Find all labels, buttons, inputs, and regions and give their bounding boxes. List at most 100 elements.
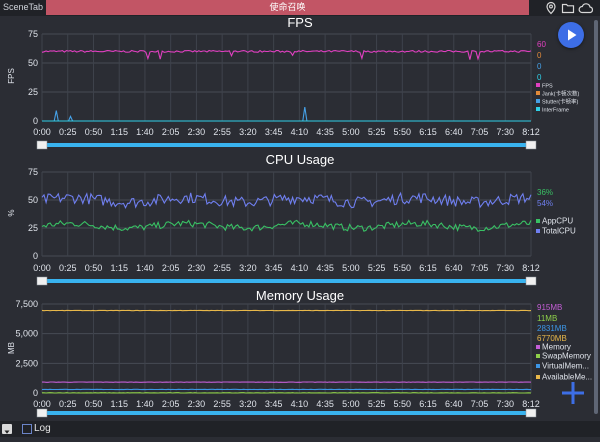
series-current-value: 0 bbox=[537, 73, 542, 82]
caret-down-icon bbox=[2, 427, 12, 437]
legend-swatch bbox=[536, 229, 540, 233]
x-tick-label: 3:45 bbox=[265, 399, 283, 409]
log-label: Log bbox=[34, 423, 51, 434]
legend-swatch bbox=[536, 375, 540, 379]
x-tick-label: 7:30 bbox=[496, 399, 514, 409]
x-tick-label: 2:05 bbox=[162, 263, 180, 273]
legend-swatch bbox=[536, 91, 540, 95]
x-tick-label: 2:05 bbox=[162, 127, 180, 137]
bottom-bar bbox=[0, 421, 600, 437]
series-current-value: 54% bbox=[537, 199, 553, 208]
y-tick-label: 5,000 bbox=[15, 329, 38, 339]
x-tick-label: 3:45 bbox=[265, 263, 283, 273]
add-icon[interactable] bbox=[560, 380, 586, 406]
x-tick-label: 6:15 bbox=[419, 127, 437, 137]
legend-label: Jank(卡顿次数) bbox=[542, 90, 579, 98]
x-tick-label: 5:25 bbox=[368, 263, 386, 273]
legend-swatch bbox=[536, 354, 540, 358]
legend-label: TotalCPU bbox=[542, 227, 576, 236]
x-tick-label: 3:20 bbox=[239, 127, 257, 137]
y-axis-label: % bbox=[7, 209, 16, 216]
y-tick-label: 0 bbox=[33, 116, 38, 126]
time-range-slider bbox=[42, 279, 531, 283]
y-tick-label: 2,500 bbox=[15, 358, 38, 368]
x-tick-label: 7:05 bbox=[471, 127, 489, 137]
x-tick-label: 2:55 bbox=[213, 127, 231, 137]
chart-title: FPS bbox=[287, 15, 313, 30]
x-tick-label: 4:10 bbox=[291, 263, 309, 273]
x-tick-label: 1:40 bbox=[136, 127, 154, 137]
time-range-slider bbox=[42, 411, 531, 415]
log-checkbox[interactable] bbox=[22, 424, 32, 434]
x-tick-label: 7:30 bbox=[496, 127, 514, 137]
x-tick-label: 7:30 bbox=[496, 263, 514, 273]
legend-swatch bbox=[536, 107, 540, 111]
expand-log-button[interactable] bbox=[2, 424, 12, 434]
legend-label: Memory bbox=[542, 343, 571, 352]
y-tick-label: 0 bbox=[33, 251, 38, 261]
series-line-FPS bbox=[42, 51, 531, 60]
x-tick-label: 1:15 bbox=[110, 399, 128, 409]
x-tick-label: 7:05 bbox=[471, 263, 489, 273]
x-tick-label: 3:45 bbox=[265, 127, 283, 137]
x-tick-label: 8:12 bbox=[522, 399, 540, 409]
legend-label: SwapMemory bbox=[542, 352, 591, 361]
x-tick-label: 2:55 bbox=[213, 263, 231, 273]
x-tick-label: 3:20 bbox=[239, 399, 257, 409]
x-tick-label: 0:50 bbox=[85, 127, 103, 137]
x-tick-label: 5:00 bbox=[342, 127, 360, 137]
x-tick-label: 2:30 bbox=[188, 263, 206, 273]
play-button[interactable] bbox=[558, 22, 584, 48]
x-tick-label: 1:15 bbox=[110, 263, 128, 273]
legend-label: VirtualMem... bbox=[542, 362, 589, 371]
legend-label: Stutter(卡顿率) bbox=[542, 98, 579, 106]
x-tick-label: 0:00 bbox=[33, 399, 51, 409]
series-current-value: 11MB bbox=[537, 314, 557, 323]
x-tick-label: 4:35 bbox=[316, 263, 334, 273]
series-current-value: 0 bbox=[537, 62, 542, 71]
slider-end-handle bbox=[526, 409, 536, 417]
x-tick-label: 6:40 bbox=[445, 399, 463, 409]
legend-label: AppCPU bbox=[542, 217, 573, 226]
y-tick-label: 50 bbox=[28, 195, 38, 205]
legend-swatch bbox=[536, 219, 540, 223]
x-tick-label: 1:15 bbox=[110, 127, 128, 137]
x-tick-label: 5:25 bbox=[368, 127, 386, 137]
slider-end-handle bbox=[526, 277, 536, 285]
series-current-value: 2831MB bbox=[537, 324, 567, 333]
x-tick-label: 0:00 bbox=[33, 127, 51, 137]
x-tick-label: 7:05 bbox=[471, 399, 489, 409]
x-tick-label: 8:12 bbox=[522, 127, 540, 137]
slider-start-handle bbox=[37, 409, 47, 417]
series-current-value: 60 bbox=[537, 40, 546, 49]
series-current-value: 36% bbox=[537, 188, 553, 197]
x-tick-label: 5:00 bbox=[342, 263, 360, 273]
legend-swatch bbox=[536, 83, 540, 87]
x-tick-label: 5:50 bbox=[394, 399, 412, 409]
play-icon bbox=[558, 22, 584, 48]
x-tick-label: 4:35 bbox=[316, 399, 334, 409]
legend-swatch bbox=[536, 99, 540, 103]
x-tick-label: 2:30 bbox=[188, 399, 206, 409]
y-axis-label: FPS bbox=[7, 68, 16, 84]
legend-label: FPS bbox=[542, 84, 553, 90]
legend-swatch bbox=[536, 345, 540, 349]
chart-title: Memory Usage bbox=[256, 288, 344, 303]
y-tick-label: 25 bbox=[28, 223, 38, 233]
legend-swatch bbox=[536, 364, 540, 368]
x-tick-label: 6:15 bbox=[419, 263, 437, 273]
x-tick-label: 5:00 bbox=[342, 399, 360, 409]
x-tick-label: 5:50 bbox=[394, 127, 412, 137]
series-line-AppCPU bbox=[42, 220, 531, 231]
x-tick-label: 5:25 bbox=[368, 399, 386, 409]
vertical-scrollbar[interactable] bbox=[594, 20, 598, 414]
y-tick-label: 50 bbox=[28, 58, 38, 68]
x-tick-label: 2:05 bbox=[162, 399, 180, 409]
time-range-slider bbox=[42, 143, 531, 147]
x-tick-label: 2:55 bbox=[213, 399, 231, 409]
slider-start-handle bbox=[37, 277, 47, 285]
